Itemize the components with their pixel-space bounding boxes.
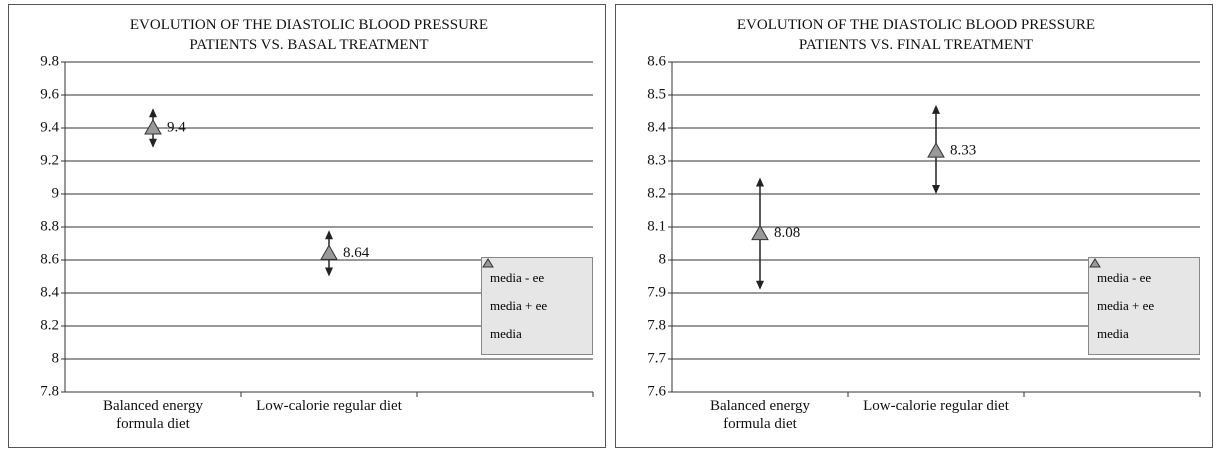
- legend-marker: [482, 258, 494, 268]
- chart-panel: EVOLUTION OF THE DIASTOLIC BLOOD PRESSUR…: [615, 4, 1213, 448]
- chart-title: EVOLUTION OF THE DIASTOLIC BLOOD PRESSUR…: [130, 17, 488, 33]
- chart-title: PATIENTS VS. FINAL TREATMENT: [799, 37, 1033, 53]
- mean-marker: [927, 142, 945, 158]
- chart-panel: EVOLUTION OF THE DIASTOLIC BLOOD PRESSUR…: [8, 4, 606, 448]
- legend-entry: media + ee: [490, 292, 584, 320]
- legend-triangle: [482, 258, 494, 268]
- chart: EVOLUTION OF THE DIASTOLIC BLOOD PRESSUR…: [40, 17, 594, 399]
- y-tick-label: 7.8: [647, 317, 666, 333]
- x-tick-label: Balanced energy formula diet: [102, 398, 204, 432]
- chart: EVOLUTION OF THE DIASTOLIC BLOOD PRESSUR…: [647, 17, 1201, 399]
- arrow-head-upper: [325, 230, 333, 240]
- arrow-head-upper: [149, 108, 157, 118]
- y-tick-label: 7.9: [647, 284, 666, 300]
- chart-title: EVOLUTION OF THE DIASTOLIC BLOOD PRESSUR…: [737, 17, 1095, 33]
- arrow-head-lower: [756, 280, 764, 290]
- legend-triangle: [1089, 258, 1101, 268]
- legend-entry: media: [1089, 258, 1191, 348]
- y-tick-label: 9: [52, 185, 60, 201]
- legend-label: media: [1097, 326, 1129, 341]
- mean-marker: [751, 224, 769, 241]
- arrow-head-upper: [932, 104, 940, 114]
- x-tick-label: Low-calorie regular diet: [863, 398, 1009, 414]
- y-tick-label: 8.5: [647, 86, 666, 102]
- legend: media - ee media + ee media: [481, 257, 593, 355]
- y-tick-label: 7.7: [647, 350, 666, 366]
- y-tick-label: 8.1: [647, 218, 666, 234]
- x-tick-label: Balanced energy formula diet: [709, 398, 811, 432]
- legend-label: media: [490, 326, 522, 341]
- legend-label: media + ee: [1097, 298, 1155, 313]
- mean-marker: [144, 118, 162, 135]
- y-tick-label: 8.6: [40, 251, 59, 267]
- y-tick-label: 7.6: [647, 383, 666, 399]
- arrow-head-lower: [932, 185, 940, 194]
- y-tick-label: 7.8: [40, 383, 59, 399]
- legend: media - ee media + ee media: [1088, 257, 1200, 355]
- arrow-head-lower: [325, 267, 333, 277]
- y-tick-label: 9.6: [40, 86, 59, 102]
- y-tick-label: 8.4: [40, 284, 59, 300]
- y-tick-label: 8.6: [647, 53, 666, 69]
- y-tick-label: 8.2: [40, 317, 59, 333]
- legend-label: media + ee: [490, 298, 548, 313]
- legend-entry: media + ee: [1097, 292, 1191, 320]
- data-label: 8.64: [343, 245, 370, 261]
- legend-marker: [1089, 258, 1101, 268]
- y-tick-label: 8: [52, 350, 60, 366]
- legend-label: media - ee: [490, 270, 545, 285]
- y-tick-label: 8.3: [647, 152, 666, 168]
- data-label: 8.08: [774, 225, 800, 241]
- y-tick-label: 8.2: [647, 185, 666, 201]
- legend-entry: media - ee: [1097, 264, 1191, 292]
- y-tick-label: 9.8: [40, 53, 59, 69]
- data-label: 8.33: [950, 143, 976, 159]
- mean-marker: [320, 244, 338, 260]
- arrow-head-upper: [756, 177, 764, 187]
- y-tick-label: 9.2: [40, 152, 59, 168]
- legend-entry: media - ee: [490, 264, 584, 292]
- chart-title: PATIENTS VS. BASAL TREATMENT: [189, 37, 428, 53]
- y-tick-label: 8.4: [647, 119, 666, 135]
- x-tick-label: Low-calorie regular diet: [256, 398, 402, 414]
- y-tick-label: 8: [659, 251, 667, 267]
- legend-label: media - ee: [1097, 270, 1152, 285]
- y-tick-label: 8.8: [40, 218, 59, 234]
- data-label: 9.4: [167, 119, 186, 135]
- y-tick-label: 9.4: [40, 119, 59, 135]
- arrow-head-lower: [149, 138, 157, 148]
- legend-entry: media: [482, 258, 584, 348]
